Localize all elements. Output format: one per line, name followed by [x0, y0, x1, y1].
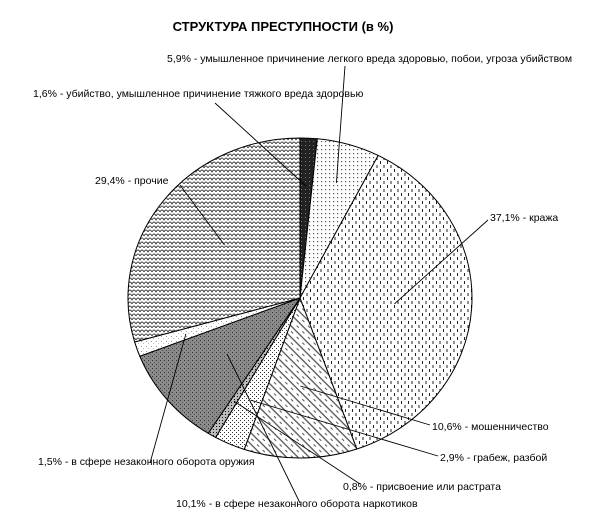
slice-fraud	[243, 296, 358, 459]
slice-drugs-leader-line	[226, 353, 301, 504]
slice-label-light-harm: 5,9% - умышленное причинение легкого вре…	[167, 53, 572, 65]
slice-weapons-leader-line	[149, 333, 187, 464]
slice-fraud-leader-line	[300, 385, 431, 426]
slice-label-fraud: 10,6% - мошенничество	[432, 421, 549, 433]
slice-theft	[299, 154, 473, 450]
slice-label-other: 29,4% - прочие	[95, 175, 169, 187]
slice-other	[127, 137, 301, 343]
slice-label-theft: 37,1% - кража	[490, 212, 558, 224]
slice-label-drugs: 10,1% - в сфере незаконного оборота нарк…	[176, 498, 418, 510]
chart-title: СТРУКТУРА ПРЕСТУПНОСТИ (в %)	[173, 19, 394, 34]
slice-robbery-leader-line	[250, 399, 439, 457]
slice-label-murder: 1,6% - убийство, умышленное причинение т…	[33, 88, 363, 100]
slice-murder-leader-line	[214, 102, 307, 187]
slice-label-robbery: 2,9% - грабеж, разбой	[440, 452, 547, 464]
slice-label-weapons: 1,5% - в сфере незаконного оборота оружи…	[38, 456, 255, 468]
slice-other-leader-line	[179, 184, 225, 246]
slice-light-harm-leader-line	[335, 65, 346, 183]
slice-theft-leader-line	[394, 219, 489, 305]
slice-label-embezzlement: 0,8% - присвоение или растрата	[343, 481, 501, 493]
slice-embezzlement-leader-line	[233, 400, 361, 485]
